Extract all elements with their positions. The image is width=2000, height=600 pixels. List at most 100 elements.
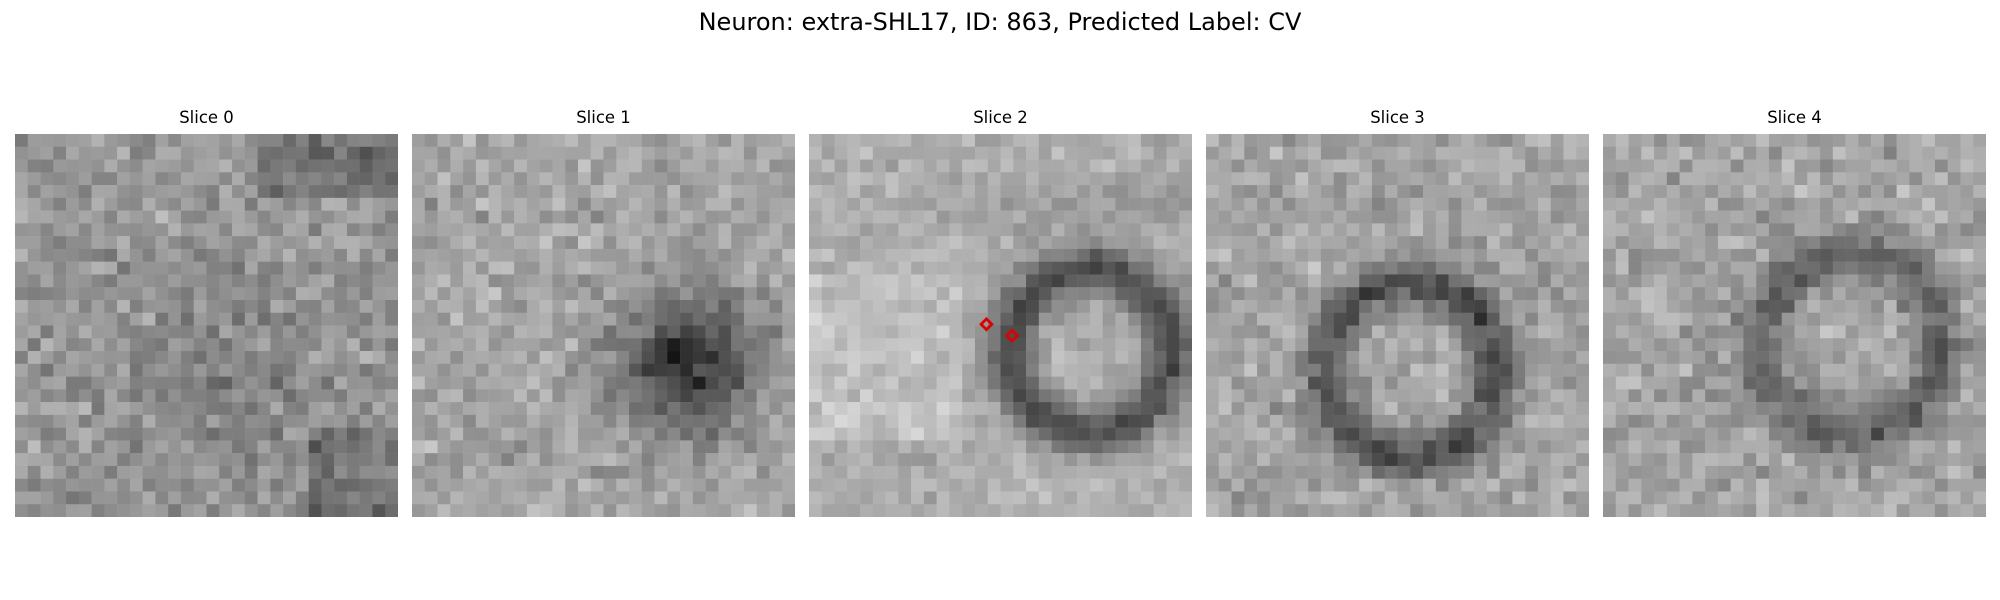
pixel [898,197,912,211]
pixel [1692,185,1706,199]
pixel [1525,440,1539,454]
pixel [1947,427,1961,441]
pixel [1909,197,1923,211]
pixel [1013,376,1027,390]
pixel [1499,376,1513,390]
pixel [1794,185,1808,199]
pixel [911,440,925,454]
pixel [15,325,29,339]
pixel [1794,402,1808,416]
pixel [475,197,489,211]
pixel [1794,299,1808,313]
pixel [385,325,398,339]
pixel [552,325,566,339]
pixel [219,274,233,288]
pixel [1435,159,1449,173]
pixel [1371,427,1385,441]
pixel [1960,248,1974,262]
pixel [705,274,719,288]
pixel [1973,427,1986,441]
pixel [526,261,540,275]
pixel [1666,299,1680,313]
pixel [898,504,912,517]
pixel [488,491,502,505]
pixel [155,185,169,199]
pixel [1244,504,1258,517]
pixel [526,402,540,416]
pixel [1486,274,1500,288]
pixel [1218,134,1232,148]
pixel [104,159,118,173]
pixel [756,504,770,517]
pixel [1896,197,1910,211]
pixel [539,427,553,441]
pixel [1423,465,1437,479]
pixel [974,478,988,492]
pixel [1102,146,1116,160]
pixel [91,134,105,148]
pixel [129,440,143,454]
pixel [1179,223,1192,237]
pixel [1026,210,1040,224]
pixel [514,376,528,390]
pixel [1692,146,1706,160]
pixel [1692,427,1706,441]
pixel [629,134,643,148]
pixel [1257,402,1271,416]
pixel [1845,299,1859,313]
pixel [667,146,681,160]
pixel [1794,363,1808,377]
pixel [1654,338,1668,352]
pixel [1537,453,1551,467]
pixel [743,478,757,492]
pixel [654,223,668,237]
pixel [809,210,823,224]
pixel [1896,402,1910,416]
pixel [1218,338,1232,352]
pixel [244,338,258,352]
pixel [219,172,233,186]
pixel [488,504,502,517]
pixel [1320,389,1334,403]
pixel [1781,287,1795,301]
pixel [1140,338,1154,352]
pixel [1550,299,1564,313]
pixel [1410,325,1424,339]
pixel [142,402,156,416]
pixel [232,261,246,275]
pixel [577,376,591,390]
pixel [1218,210,1232,224]
pixel [155,210,169,224]
pixel [936,465,950,479]
pixel [219,465,233,479]
pixel [155,414,169,428]
pixel [142,274,156,288]
pixel [437,325,451,339]
pixel [949,312,963,326]
pixel [66,261,80,275]
pixel [1333,146,1347,160]
pixel [283,261,297,275]
pixel [244,440,258,454]
pixel [552,414,566,428]
pixel [1474,274,1488,288]
pixel [692,210,706,224]
pixel [1615,274,1629,288]
pixel [78,248,92,262]
pixel [385,185,398,199]
pixel [1461,491,1475,505]
pixel [1320,376,1334,390]
pixel [885,504,899,517]
pixel [949,363,963,377]
pixel [629,236,643,250]
pixel [1550,453,1564,467]
pixel [821,402,835,416]
pixel [987,376,1001,390]
pixel [424,172,438,186]
pixel [40,440,54,454]
pixel [539,274,553,288]
pixel [847,312,861,326]
pixel [1499,440,1513,454]
pixel [577,478,591,492]
pixel [782,172,795,186]
